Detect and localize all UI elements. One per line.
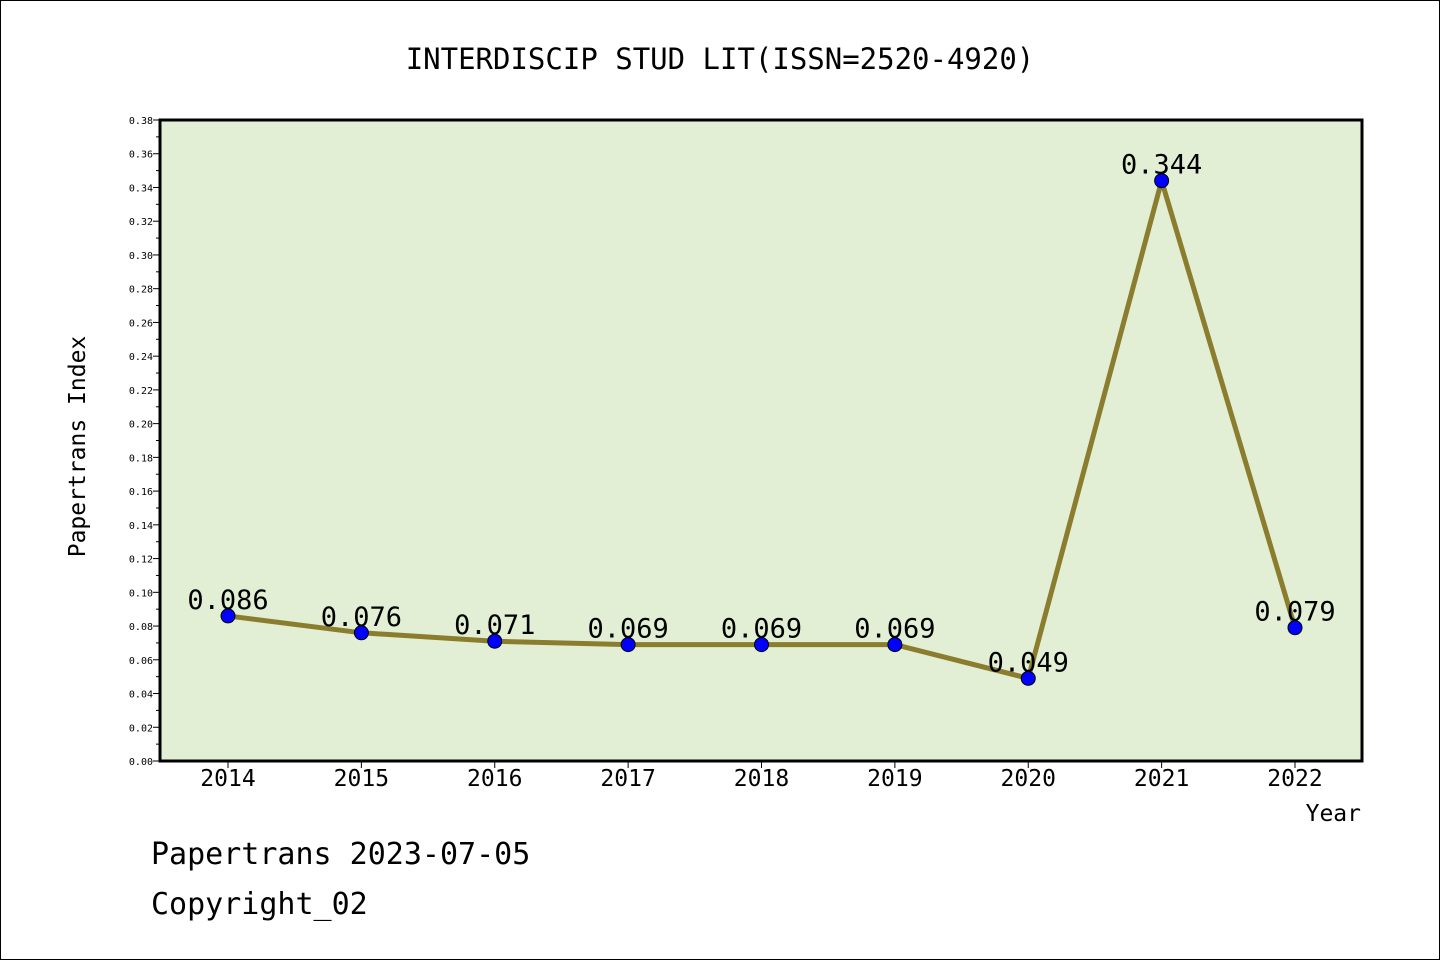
y-tick-label: 0.06: [129, 656, 153, 667]
x-tick-label: 2015: [334, 766, 389, 792]
y-tick-label: 0.38: [129, 116, 153, 127]
data-label-2017: 0.069: [587, 614, 668, 645]
data-point-2022: [1287, 620, 1303, 636]
data-point-2018: [754, 637, 769, 653]
data-point-2016: [487, 633, 503, 649]
y-tick-label: 0.08: [129, 622, 153, 633]
data-point-2019: [887, 637, 903, 653]
x-tick-label: 2018: [734, 766, 789, 792]
y-tick-label: 0.22: [129, 386, 153, 397]
y-tick-label: 0.14: [129, 521, 153, 532]
data-point-2017: [620, 637, 636, 653]
footer-copyright: Copyright_02: [151, 887, 368, 922]
chart-title: INTERDISCIP STUD LIT(ISSN=2520-4920): [406, 42, 1035, 76]
y-tick-label: 0.18: [129, 453, 153, 464]
y-tick-label: 0.20: [129, 420, 153, 431]
y-tick-label: 0.16: [129, 487, 153, 498]
data-label-2020: 0.049: [988, 647, 1069, 678]
x-tick-label: 2014: [200, 766, 255, 792]
data-label-2019: 0.069: [854, 614, 935, 645]
y-tick-label: 0.32: [129, 217, 153, 228]
y-tick-label: 0.24: [129, 352, 153, 363]
data-label-2015: 0.076: [321, 602, 402, 633]
data-label-2018: 0.069: [721, 614, 802, 645]
x-axis-label: Year: [1306, 801, 1361, 827]
plot-area: [160, 120, 1362, 761]
y-tick-label: 0.26: [129, 318, 153, 329]
y-tick-label: 0.12: [129, 555, 153, 566]
x-tick-label: 2021: [1134, 766, 1189, 792]
y-tick-label: 0.36: [129, 150, 153, 161]
x-tick-label: 2016: [467, 766, 522, 792]
data-label-2022: 0.079: [1254, 597, 1335, 628]
x-tick-label: 2022: [1267, 766, 1322, 792]
y-tick-label: 0.28: [129, 285, 153, 296]
y-tick-label: 0.34: [129, 183, 153, 194]
x-tick-label: 2017: [600, 766, 655, 792]
x-tick-label: 2019: [867, 766, 922, 792]
data-point-2014: [220, 608, 236, 624]
y-tick-label: 0.30: [129, 251, 153, 262]
y-tick-label: 0.00: [129, 757, 153, 768]
footer-date: Papertrans 2023-07-05: [151, 837, 531, 872]
y-tick-label: 0.04: [129, 690, 153, 701]
data-label-2021: 0.344: [1121, 150, 1202, 181]
data-point-2020: [1020, 670, 1036, 686]
data-point-2015: [353, 625, 369, 641]
data-label-2016: 0.071: [454, 610, 535, 641]
data-point-2021: [1154, 173, 1170, 189]
x-tick-label: 2020: [1001, 766, 1056, 792]
data-label-2014: 0.086: [187, 585, 268, 616]
y-axis-label: Papertrans Index: [65, 336, 91, 558]
y-tick-label: 0.10: [129, 588, 153, 599]
y-tick-label: 0.02: [129, 723, 153, 734]
